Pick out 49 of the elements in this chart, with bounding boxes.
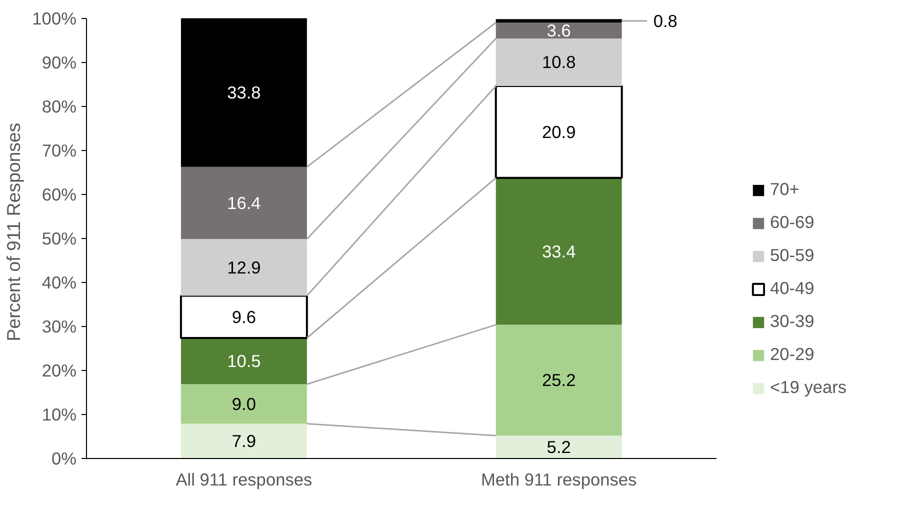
data-label: 10.8	[542, 52, 576, 72]
bar	[180, 294, 308, 339]
y-tick-label: 100%	[32, 8, 77, 29]
legend-label: 20-29	[770, 344, 814, 365]
data-label: 33.8	[227, 82, 261, 103]
data-label: 20.9	[542, 122, 576, 142]
data-label: 12.9	[227, 257, 261, 278]
data-label: 3.6	[546, 20, 571, 41]
bar	[180, 18, 307, 167]
y-tick-label: 90%	[42, 52, 77, 73]
bar	[180, 166, 307, 240]
data-label: 25.2	[542, 370, 576, 390]
legend-label: 30-39	[770, 311, 814, 332]
bar	[494, 84, 623, 179]
x-tick-label: Meth 911 responses	[480, 470, 638, 490]
y-tick-label: 10%	[42, 404, 77, 425]
bar	[180, 384, 307, 424]
y-tick-label: 50%	[42, 228, 77, 249]
bar	[496, 324, 622, 436]
legend-label: 50-59	[770, 245, 814, 266]
legend-label: 60-69	[770, 212, 814, 233]
legend-label: <19 years	[770, 377, 847, 398]
data-label: 9.0	[232, 394, 256, 414]
y-tick-label: 70%	[42, 140, 77, 161]
x-tick-label: All 911 responses	[176, 470, 313, 490]
data-label: 10.5	[227, 351, 261, 372]
bar	[496, 436, 622, 458]
bar	[496, 38, 622, 86]
bar	[180, 239, 307, 296]
bar	[496, 22, 622, 38]
y-tick-label: 40%	[42, 272, 77, 293]
bar	[180, 338, 307, 384]
y-tick-label: 60%	[42, 184, 77, 205]
y-axis-title: Percent of 911 Responses	[3, 122, 24, 342]
data-label: 33.4	[542, 241, 576, 262]
data-label: 16.4	[227, 192, 262, 213]
bar	[496, 178, 622, 325]
y-tick-label: 80%	[42, 96, 77, 117]
legend-label: 40-49	[770, 278, 814, 299]
bar	[496, 19, 622, 23]
y-tick-label: 20%	[42, 360, 77, 381]
bar	[180, 424, 307, 458]
data-label: 0.8	[653, 10, 678, 31]
legend-label: 70+	[770, 179, 800, 200]
y-tick-label: 30%	[42, 316, 77, 337]
data-label: 9.6	[232, 306, 256, 327]
y-tick-label: 0%	[51, 448, 76, 468]
data-label: 5.2	[546, 437, 571, 458]
data-label: 7.9	[232, 431, 256, 452]
